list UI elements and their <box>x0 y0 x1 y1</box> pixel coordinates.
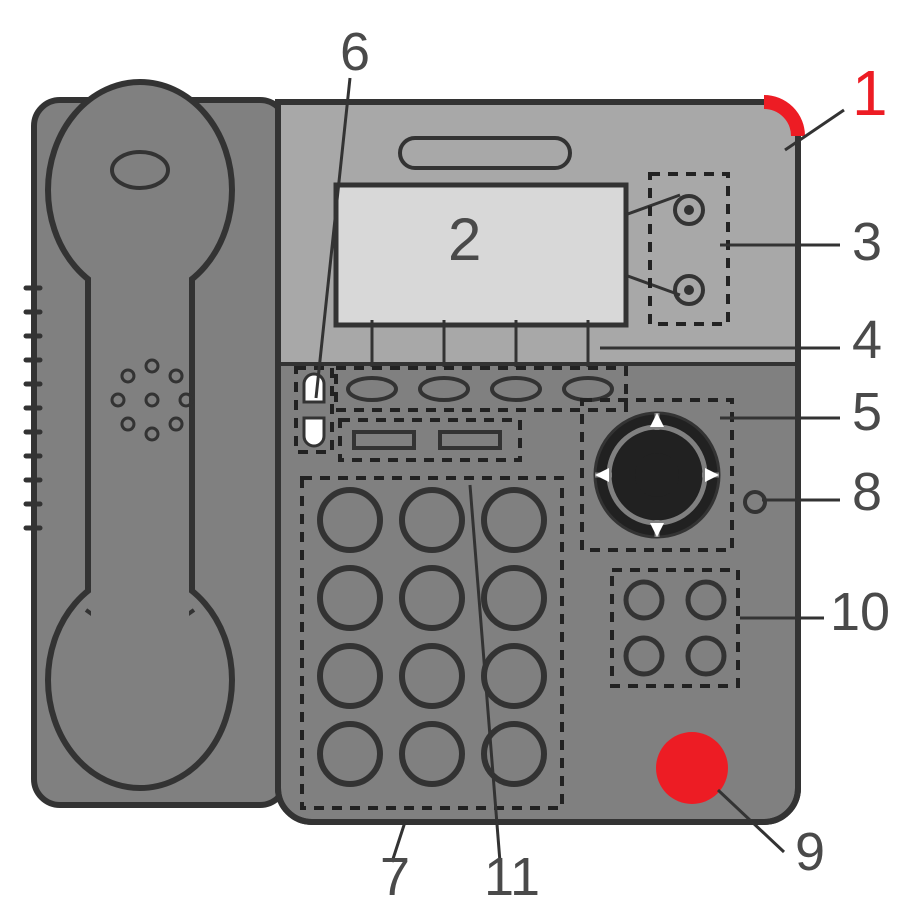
handset-neck-fill <box>91 210 189 670</box>
callout-label: 2 <box>448 206 481 273</box>
volume-down-button[interactable] <box>304 418 324 446</box>
callout-label: 3 <box>852 212 882 272</box>
callout-label: 6 <box>340 22 370 82</box>
earpiece-slot <box>400 138 570 168</box>
speaker-button[interactable] <box>656 732 728 804</box>
callout-label: 8 <box>852 462 882 522</box>
phone-diagram: 1 2 3 4 5 6 7 8 9 10 11 <box>0 0 920 912</box>
dpad-ok-button[interactable] <box>635 453 679 497</box>
callout-label: 9 <box>795 822 825 882</box>
volume-up-button[interactable] <box>304 374 324 402</box>
callout-label: 10 <box>830 582 890 642</box>
line-key-led <box>684 205 694 215</box>
line-key-led <box>684 285 694 295</box>
callout-label: 7 <box>380 847 410 907</box>
callout-label: 11 <box>484 847 540 907</box>
callout-label: 1 <box>852 57 888 129</box>
callout-label: 5 <box>852 382 882 442</box>
callout-label: 4 <box>852 310 882 370</box>
